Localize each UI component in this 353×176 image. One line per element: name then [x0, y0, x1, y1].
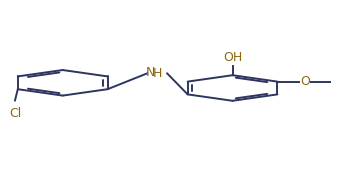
Text: N: N: [146, 66, 156, 79]
Text: OH: OH: [223, 51, 242, 64]
Text: H: H: [152, 67, 162, 80]
Text: O: O: [300, 75, 310, 88]
Text: Cl: Cl: [9, 107, 21, 120]
